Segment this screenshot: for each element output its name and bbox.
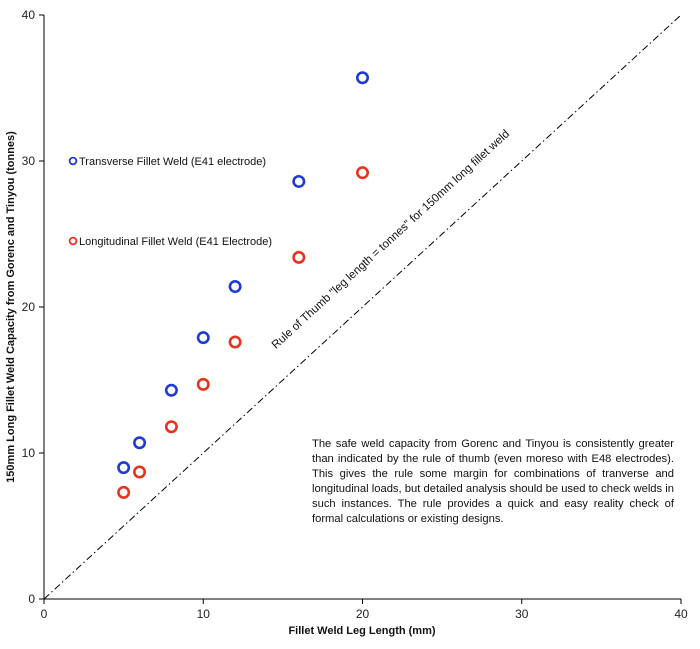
y-axis-title: 150mm Long Fillet Weld Capacity from Gor… xyxy=(5,131,17,483)
y-tick-label: 20 xyxy=(22,300,36,314)
data-point-series-2 xyxy=(292,250,306,264)
data-point-series-2 xyxy=(196,377,210,391)
x-tick-label: 40 xyxy=(674,607,688,621)
data-point-series-2 xyxy=(133,465,147,479)
y-tick-label: 40 xyxy=(22,8,36,22)
annotation-text: The safe weld capacity from Gorenc and T… xyxy=(312,438,674,525)
data-point-series-2 xyxy=(117,485,131,499)
data-point-series-1 xyxy=(196,331,210,345)
data-point-series-1 xyxy=(355,71,369,85)
data-point-series-1 xyxy=(292,174,306,188)
legend-marker-series-1 xyxy=(68,156,78,166)
legend-marker-series-2 xyxy=(68,236,78,246)
data-point-series-2 xyxy=(164,420,178,434)
y-tick-label: 30 xyxy=(22,154,36,168)
y-tick-label: 10 xyxy=(22,446,36,460)
data-point-series-1 xyxy=(133,436,147,450)
data-point-series-1 xyxy=(117,461,131,475)
reference-line-label: Rule of Thumb "leg length = tonnes" for … xyxy=(270,128,512,351)
data-point-series-2 xyxy=(355,166,369,180)
data-point-series-1 xyxy=(164,383,178,397)
x-tick-label: 0 xyxy=(41,607,48,621)
data-point-series-1 xyxy=(228,280,242,294)
legend: Transverse Fillet Weld (E41 electrode) Lo… xyxy=(68,156,272,248)
y-tick-label: 0 xyxy=(28,592,35,606)
legend-label-series-1: Transverse Fillet Weld (E41 electrode) xyxy=(79,156,266,168)
x-axis-title: Fillet Weld Leg Length (mm) xyxy=(288,625,435,637)
x-tick-label: 20 xyxy=(356,607,370,621)
legend-label-series-2: Longitudinal Fillet Weld (E41 Electrode) xyxy=(79,236,272,248)
data-points xyxy=(117,71,369,499)
x-tick-label: 30 xyxy=(515,607,529,621)
x-tick-label: 10 xyxy=(197,607,211,621)
ticks: 0 10 20 30 40 0 10 20 30 40 xyxy=(22,8,688,621)
data-point-series-2 xyxy=(228,335,242,349)
